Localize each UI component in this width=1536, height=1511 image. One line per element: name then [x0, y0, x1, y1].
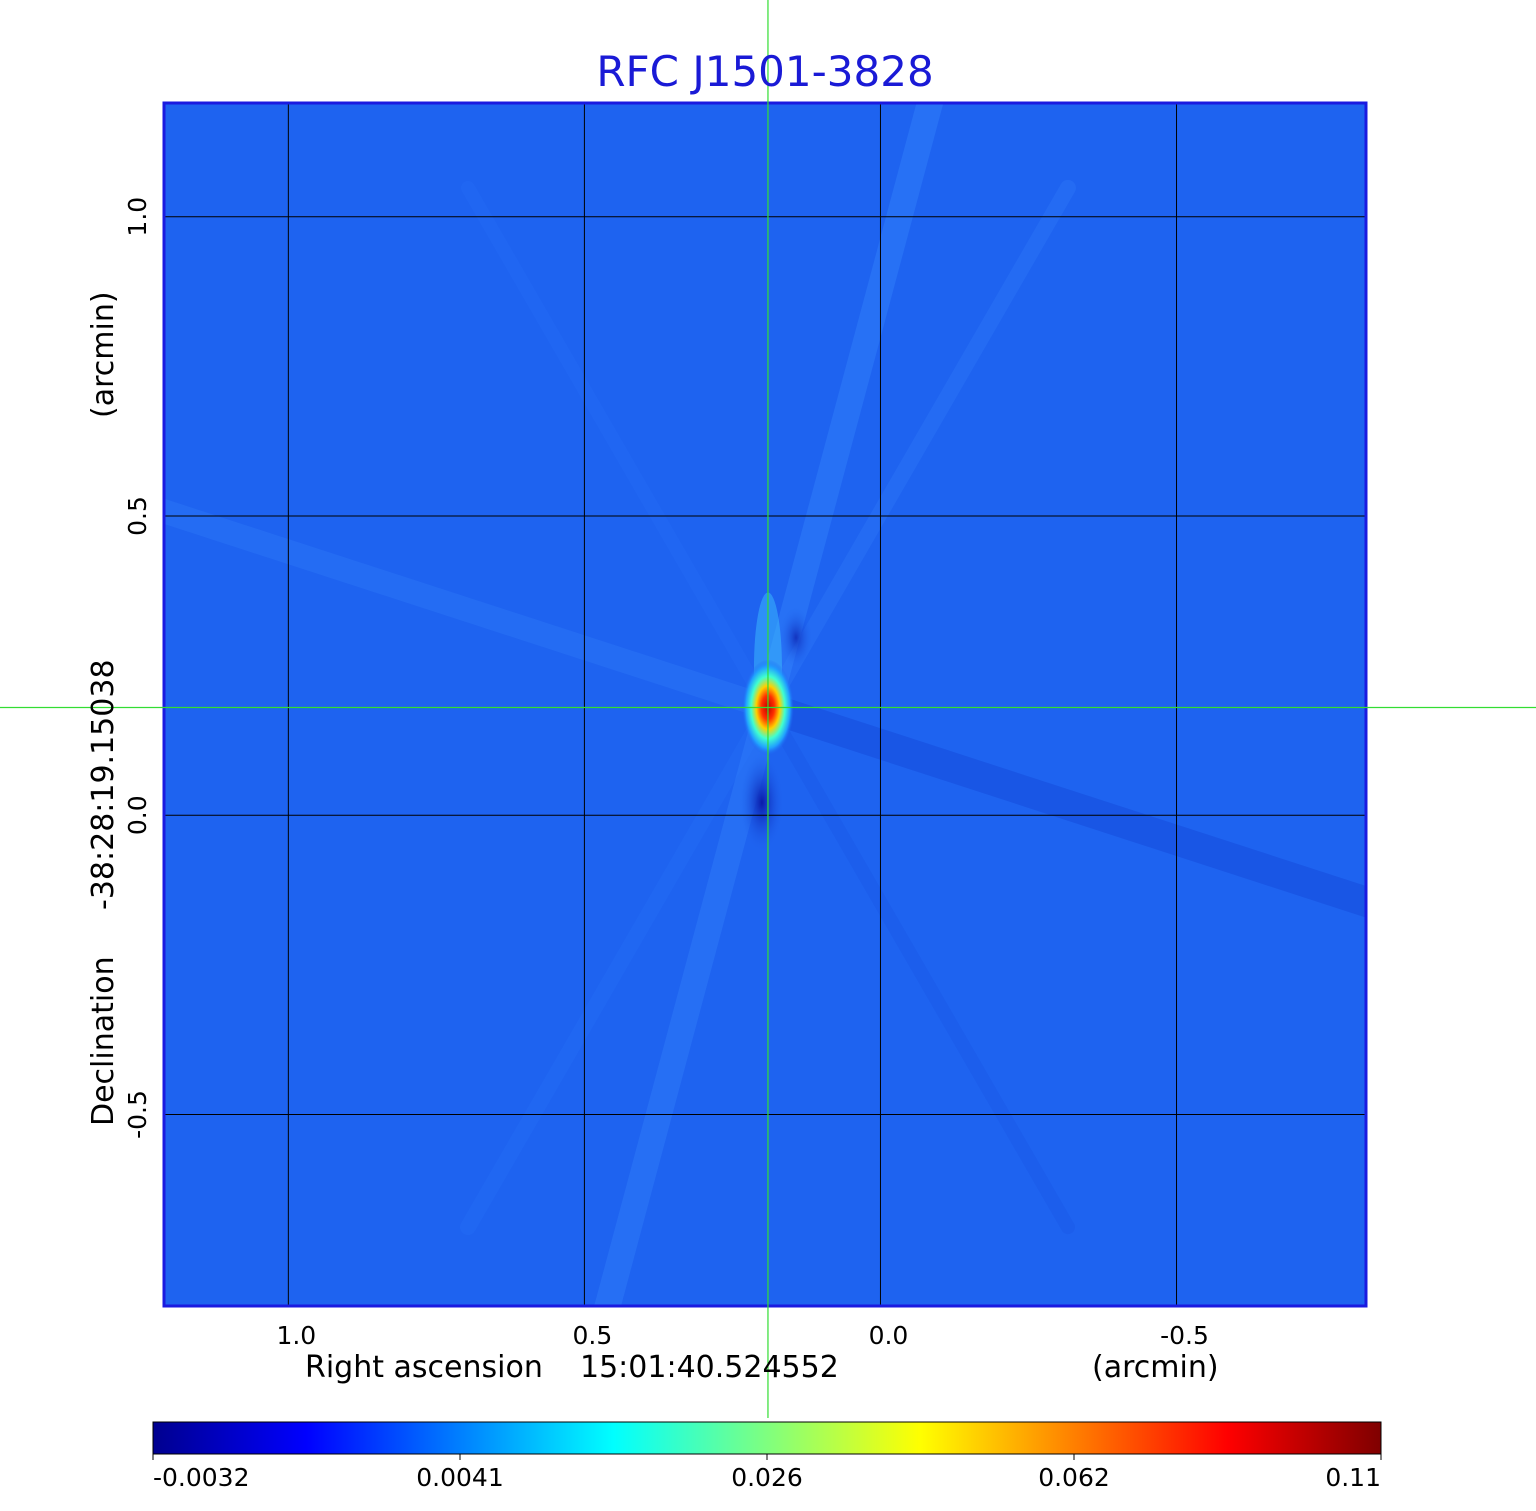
y-tick-label: 1.0: [123, 197, 152, 237]
x-tick-label: 0.0: [869, 1321, 909, 1350]
sidelobe-streak: [459, 699, 776, 1236]
y-tick-label: -0.5: [123, 1090, 152, 1139]
sidelobe-streak: [594, 694, 781, 1306]
y-axis-unit: (arcmin): [86, 291, 121, 418]
sidelobe-streak: [754, 103, 944, 721]
x-axis-unit: (arcmin): [1092, 1350, 1219, 1385]
colorbar-tick-label: 0.026: [731, 1463, 803, 1492]
x-tick-label: 1.0: [276, 1321, 316, 1350]
y-tick-label: 0.0: [123, 795, 152, 835]
sidelobe-streak: [760, 700, 1075, 1235]
negative-lobe: [779, 607, 812, 668]
y-tick-labels: 1.0 0.5 0.0 -0.5: [123, 197, 152, 1139]
negative-lobe: [739, 752, 784, 853]
y-tick-label: 0.5: [123, 496, 152, 536]
colorbar: [152, 1421, 1382, 1455]
x-tick-label: -0.5: [1160, 1321, 1209, 1350]
colorbar-tick-labels: -0.0032 0.0041 0.026 0.062 0.11: [152, 1454, 1382, 1492]
x-axis-label: Right ascension: [305, 1350, 543, 1385]
x-tick-labels: 1.0 0.5 0.0 -0.5: [276, 1321, 1208, 1350]
grid-lines: [164, 103, 1366, 1306]
sidelobe-streak: [759, 179, 1076, 716]
colorbar-tick-label: 0.0041: [416, 1463, 503, 1492]
chart-title: RFC J1501-3828: [596, 47, 933, 96]
sidelobe-streak: [460, 180, 775, 715]
y-axis-label: Declination: [86, 956, 121, 1126]
x-tick-label: 0.5: [573, 1321, 613, 1350]
y-axis-center: -38:28:19.15038: [86, 659, 121, 910]
sidelobe-streak: [164, 498, 780, 720]
plot-frame: [162, 101, 1368, 1308]
colorbar-tick-label: -0.0032: [153, 1463, 250, 1492]
colorbar-tick-label: 0.062: [1038, 1463, 1110, 1492]
colorbar-tick-label: 0.11: [1325, 1463, 1381, 1492]
x-axis-center: 15:01:40.524552: [580, 1350, 839, 1385]
